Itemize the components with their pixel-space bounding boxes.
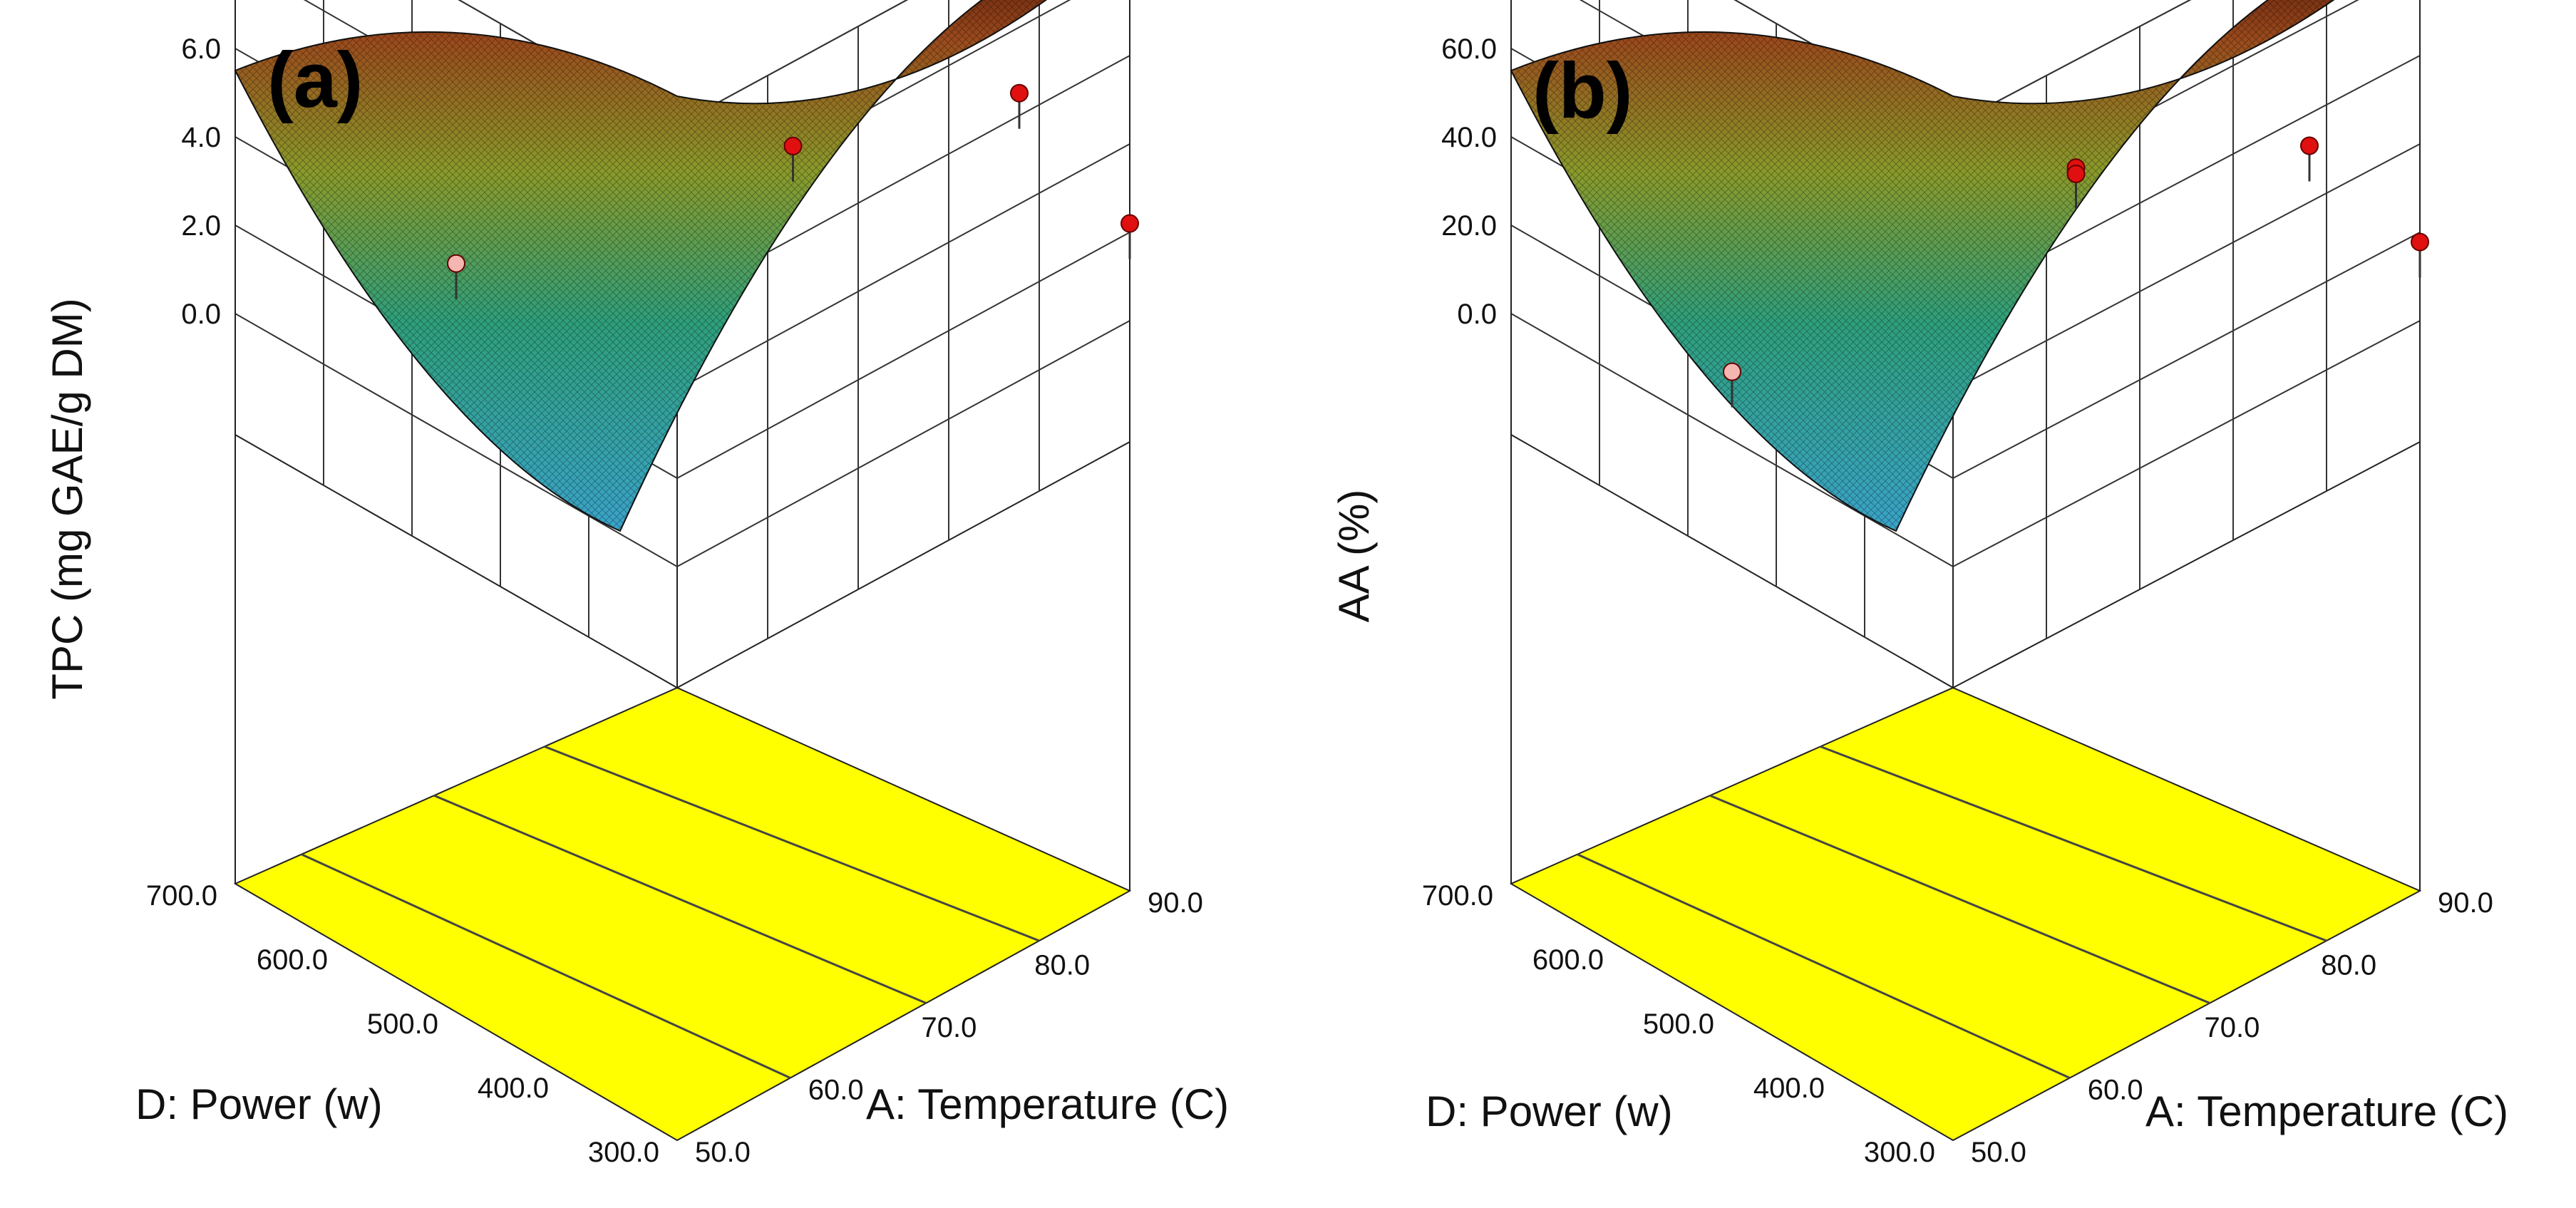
x-tick-label: 60.0: [808, 1075, 864, 1106]
wall-grid-line: [676, 320, 1130, 567]
x-tick-label: 50.0: [1971, 1137, 2026, 1168]
surface-mesh: [235, 0, 1046, 531]
design-point: [1120, 214, 1139, 233]
x-axis-label: A: Temperature (C): [866, 1080, 1229, 1128]
x-tick-label: 80.0: [1034, 950, 1090, 981]
x-tick-label: 60.0: [2088, 1075, 2143, 1106]
y-tick-label: 400.0: [478, 1073, 549, 1104]
design-point: [2066, 164, 2086, 183]
design-point: [1010, 83, 1029, 103]
floor-contour-line: [301, 853, 791, 1079]
design-point: [2300, 136, 2319, 155]
wall-grid-line: [1952, 320, 2421, 567]
wall-grid-line: [676, 0, 909, 125]
x-tick-label: 70.0: [2205, 1012, 2260, 1043]
design-point: [1723, 362, 1741, 381]
z-axis-label: TPC (mg GAE/g DM): [43, 298, 91, 699]
floor-plane: [1509, 686, 2422, 1142]
y-tick-label: 300.0: [588, 1137, 659, 1168]
panel-b: 0.020.040.060.080.0100.0300.0400.0500.06…: [1330, 0, 2508, 1168]
x-tick-label: 90.0: [2438, 887, 2493, 919]
design-point: [2411, 232, 2429, 252]
y-tick-label: 700.0: [1422, 880, 1493, 912]
x-tick-label: 50.0: [695, 1137, 751, 1168]
wall-grid-line: [676, 143, 1130, 391]
y-tick-label: 500.0: [367, 1008, 438, 1040]
z-tick-label: 6.0: [181, 33, 221, 65]
z-tick-label: 0.0: [181, 299, 221, 330]
y-tick-label: 700.0: [146, 880, 217, 912]
y-tick-label: 600.0: [257, 944, 328, 976]
floor-plane: [233, 686, 1132, 1142]
design-point: [783, 136, 803, 155]
z-tick-label: 4.0: [181, 122, 221, 153]
wall-grid-line: [1510, 313, 1954, 567]
z-tick-label: 20.0: [1441, 210, 1497, 242]
panel-label: (a): [267, 36, 363, 124]
x-axis-label: A: Temperature (C): [2145, 1088, 2508, 1135]
x-tick-label: 90.0: [1148, 887, 1203, 919]
floor-contour-line: [544, 745, 1040, 942]
y-tick-label: 500.0: [1643, 1008, 1714, 1040]
design-point: [447, 254, 465, 273]
wall-grid-line: [1952, 232, 2421, 479]
wall-grid-line: [1952, 0, 2192, 125]
surface-mesh: [1511, 0, 2334, 531]
panel-a: 0.02.04.06.08.010.0300.0400.0500.0600.07…: [43, 0, 1229, 1168]
z-tick-label: 0.0: [1457, 299, 1497, 330]
wall-grid-line: [676, 232, 1130, 479]
y-tick-label: 300.0: [1864, 1137, 1935, 1168]
x-tick-label: 80.0: [2321, 950, 2376, 981]
z-axis-label: AA (%): [1330, 490, 1378, 623]
z-tick-label: 40.0: [1441, 122, 1497, 153]
y-tick-label: 600.0: [1532, 944, 1604, 976]
y-axis-label: D: Power (w): [1426, 1088, 1673, 1135]
floor-contour-line: [1820, 745, 2327, 942]
y-tick-label: 400.0: [1753, 1073, 1825, 1104]
wall-grid-line: [235, 313, 678, 567]
floor-contour-line: [433, 794, 927, 1004]
x-tick-label: 70.0: [922, 1012, 977, 1043]
floor-contour-line: [1577, 853, 2071, 1079]
floor-contour-line: [1709, 794, 2210, 1004]
z-tick-label: 2.0: [181, 210, 221, 242]
wall-grid-line: [1952, 143, 2421, 391]
y-axis-label: D: Power (w): [135, 1080, 383, 1128]
panel-label: (b): [1532, 47, 1632, 135]
z-tick-label: 60.0: [1441, 33, 1497, 65]
